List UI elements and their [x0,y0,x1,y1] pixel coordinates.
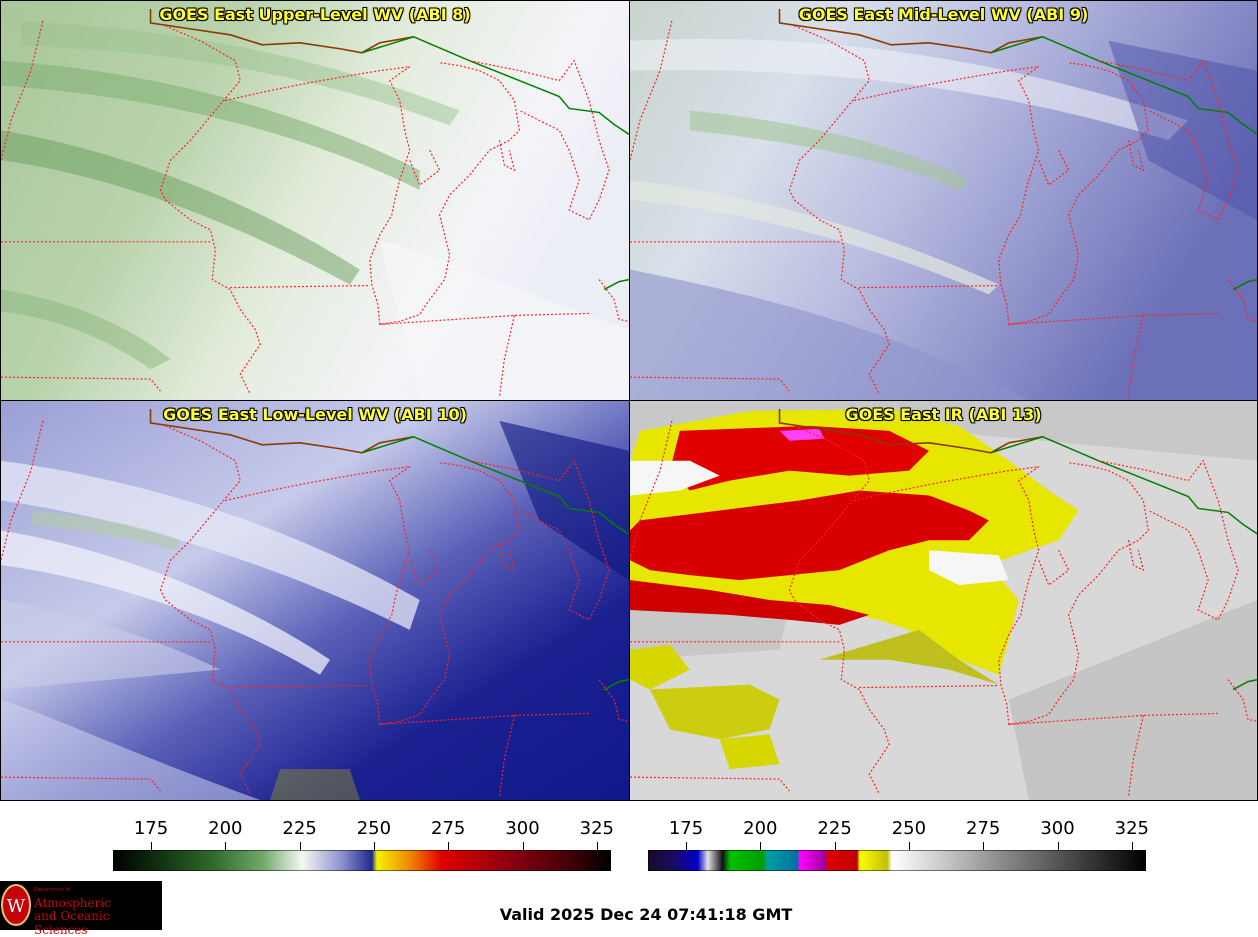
upper-level-wv-panel: GOES East Upper-Level WV (ABI 8) [0,0,630,401]
uw-seal-icon: W [1,884,31,926]
colorbar-tick-mark [1131,842,1133,850]
colorbar-tick-mark [908,842,910,850]
aos-logo: W Department of Atmospheric and Oceanic … [0,881,162,937]
colorbar-tick-mark [760,842,762,850]
colorbar-tick-label: 300 [505,818,540,839]
panel-title: GOES East Mid-Level WV (ABI 9) [798,5,1089,24]
colorbar-tick-label: 275 [431,818,466,839]
colorbar-tick-mark [151,842,152,850]
colorbar-tick-mark [299,842,301,850]
svg-text:W: W [7,896,26,917]
colorbar-tick-mark [448,842,450,850]
colorbar-tick-label: 275 [966,818,1001,839]
colorbar-tick-mark [983,842,985,850]
colorbar-tick-label: 250 [356,818,392,839]
colorbar-tick-label: 300 [1040,818,1075,839]
mid-level-wv-imagery [630,1,1257,400]
ir-colorbar [648,850,1146,871]
colorbar-tick-label: 225 [817,818,852,839]
low-level-wv-panel: GOES East Low-Level WV (ABI 10) [0,400,630,801]
colorbar-tick-label: 200 [743,818,778,839]
colorbar-tick-mark [1057,842,1059,850]
upper-level-wv-imagery [1,1,629,400]
colorbar-tick-label: 325 [579,818,614,839]
colorbar-tick-mark [686,842,687,850]
colorbar-tick-label: 200 [208,818,243,839]
colorbar-tick-mark [225,842,227,850]
colorbar-tick-mark [522,842,524,850]
colorbar-tick-mark [373,842,375,850]
valid-time: Valid 2025 Dec 24 07:41:18 GMT [499,905,793,924]
colorbar-tick-label: 250 [891,818,927,839]
colorbar-tick-label: 175 [133,818,169,839]
colorbar-tick-label: 175 [668,818,704,839]
panel-title: GOES East IR (ABI 13) [845,405,1042,424]
colorbar-tick-label: 325 [1114,818,1149,839]
panel-title: GOES East Upper-Level WV (ABI 8) [159,5,471,24]
colorbar-tick-mark [596,842,598,850]
ir-imagery [630,401,1257,800]
logo-dept: Department of [34,887,71,893]
panel-title: GOES East Low-Level WV (ABI 10) [163,405,467,424]
colorbar-tick-mark [834,842,836,850]
wv-colorbar [113,850,611,871]
ir-panel: GOES East IR (ABI 13) [629,400,1258,801]
colorbar-tick-label: 225 [282,818,317,839]
low-level-wv-imagery [1,401,629,800]
logo-line1: Atmospheric [34,896,111,910]
mid-level-wv-panel: GOES East Mid-Level WV (ABI 9) [629,0,1258,401]
